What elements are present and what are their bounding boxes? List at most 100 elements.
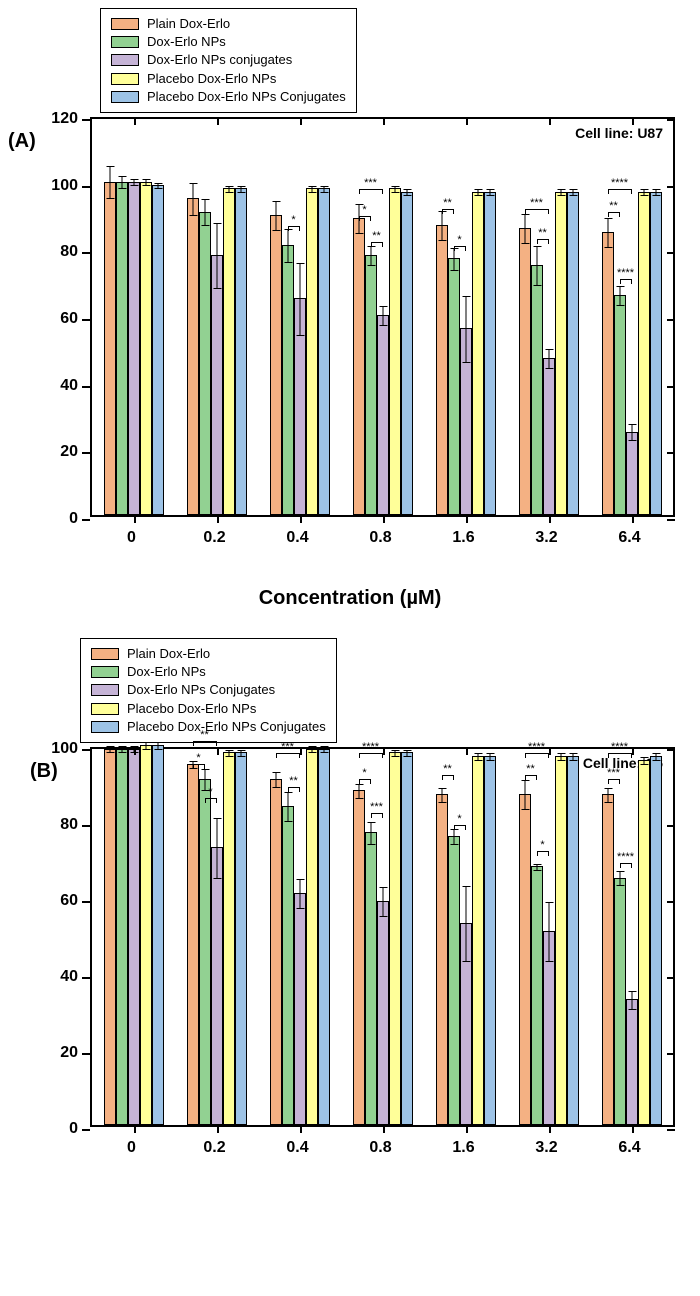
errorbar xyxy=(121,176,122,189)
chart-a-plot: 020406080100120************************* xyxy=(92,119,673,515)
ytick xyxy=(667,901,675,903)
errorbar xyxy=(216,818,217,879)
errorbar xyxy=(216,223,217,290)
yticklabel: 20 xyxy=(60,1044,92,1062)
errorbar xyxy=(655,189,656,196)
legend-swatch-placebo_conj xyxy=(111,91,139,103)
xticklabel: 0.4 xyxy=(286,517,308,547)
bar-group xyxy=(602,756,662,1125)
sig-bracket xyxy=(608,189,632,193)
errorbar xyxy=(204,199,205,226)
sig-stars: ** xyxy=(443,197,452,209)
sig-bracket xyxy=(537,851,549,855)
chart-b-xticklabels: 00.20.40.81.63.26.4 xyxy=(90,1127,675,1157)
yticklabel: 100 xyxy=(51,740,92,758)
bar-plain xyxy=(270,215,282,515)
legend-item-conj: Dox-Erlo NPs conjugates xyxy=(111,51,346,69)
sig-stars: *** xyxy=(370,801,383,813)
bar-nps xyxy=(614,295,626,515)
bar-nps xyxy=(365,255,377,515)
panel-a: Plain Dox-ErloDox-Erlo NPsDox-Erlo NPs c… xyxy=(0,0,700,610)
bar-placebo_conj xyxy=(484,192,496,515)
bar-nps xyxy=(282,245,294,515)
errorbar xyxy=(524,780,525,810)
ytick xyxy=(667,977,675,979)
bar-nps xyxy=(531,866,543,1124)
legend-label-placebo_conj: Placebo Dox-Erlo NPs Conjugates xyxy=(147,88,346,106)
xticklabel: 1.6 xyxy=(452,517,474,547)
bar-nps xyxy=(116,182,128,515)
errorbar xyxy=(157,742,158,750)
bar-nps xyxy=(199,212,211,515)
bar-conj xyxy=(377,315,389,515)
bar-placebo_conj xyxy=(484,756,496,1125)
legend-label-placebo_conj: Placebo Dox-Erlo NPs Conjugates xyxy=(127,718,326,736)
bar-conj xyxy=(626,999,638,1124)
xtick xyxy=(134,747,136,755)
bar-placebo_nps xyxy=(638,760,650,1125)
bar-nps xyxy=(116,749,128,1125)
bar-plain xyxy=(602,794,614,1125)
xticklabel: 0.8 xyxy=(369,517,391,547)
errorbar xyxy=(145,742,146,750)
legend-label-plain: Plain Dox-Erlo xyxy=(147,15,230,33)
sig-bracket xyxy=(442,775,454,779)
errorbar xyxy=(109,166,110,199)
legend-item-placebo_nps: Placebo Dox-Erlo NPs xyxy=(91,700,326,718)
legend-label-plain: Plain Dox-Erlo xyxy=(127,645,210,663)
errorbar xyxy=(643,189,644,196)
yticklabel: 60 xyxy=(60,892,92,910)
xtick xyxy=(549,747,551,755)
yticklabel: 0 xyxy=(69,1120,92,1138)
bar-conj xyxy=(211,255,223,515)
bar-placebo_conj xyxy=(318,749,330,1125)
xtick xyxy=(632,747,634,755)
xtick xyxy=(300,117,302,125)
panel-b-label: (B) xyxy=(30,760,58,783)
errorbar xyxy=(560,753,561,761)
yticklabel: 120 xyxy=(51,110,92,128)
legend-swatch-placebo_conj xyxy=(91,721,119,733)
sig-bracket xyxy=(620,279,632,283)
sig-bracket xyxy=(537,239,549,243)
bar-plain xyxy=(436,794,448,1125)
sig-bracket xyxy=(371,242,383,246)
errorbar xyxy=(370,822,371,845)
errorbar xyxy=(489,753,490,761)
ytick xyxy=(667,319,675,321)
sig-stars: *** xyxy=(607,767,620,779)
xticklabel: 6.4 xyxy=(618,517,640,547)
errorbar xyxy=(275,201,276,231)
sig-bracket xyxy=(193,741,217,745)
ytick xyxy=(667,1053,675,1055)
errorbar xyxy=(109,746,110,754)
xticklabel: 0.2 xyxy=(203,1127,225,1157)
legend-swatch-placebo_nps xyxy=(111,73,139,85)
bar-placebo_conj xyxy=(318,188,330,515)
bar-plain xyxy=(353,790,365,1124)
sig-bracket xyxy=(454,825,466,829)
xtick xyxy=(134,117,136,125)
errorbar xyxy=(157,183,158,190)
bar-group xyxy=(353,188,413,515)
sig-bracket xyxy=(620,863,632,867)
sig-bracket xyxy=(442,209,454,213)
yticklabel: 80 xyxy=(60,816,92,834)
errorbar xyxy=(394,186,395,193)
legend-label-conj: Dox-Erlo NPs Conjugates xyxy=(127,681,275,699)
ytick xyxy=(667,252,675,254)
legend-item-placebo_nps: Placebo Dox-Erlo NPs xyxy=(111,70,346,88)
bar-placebo_conj xyxy=(401,192,413,515)
sig-stars: **** xyxy=(611,741,628,753)
sig-stars: ** xyxy=(289,775,298,787)
legend-swatch-plain xyxy=(111,18,139,30)
errorbar xyxy=(560,189,561,196)
errorbar xyxy=(287,229,288,262)
errorbar xyxy=(323,746,324,754)
ytick xyxy=(667,825,675,827)
bar-plain xyxy=(104,182,116,515)
errorbar xyxy=(631,991,632,1010)
bar-conj xyxy=(211,847,223,1124)
legend-item-nps: Dox-Erlo NPs xyxy=(111,33,346,51)
errorbar xyxy=(477,189,478,196)
